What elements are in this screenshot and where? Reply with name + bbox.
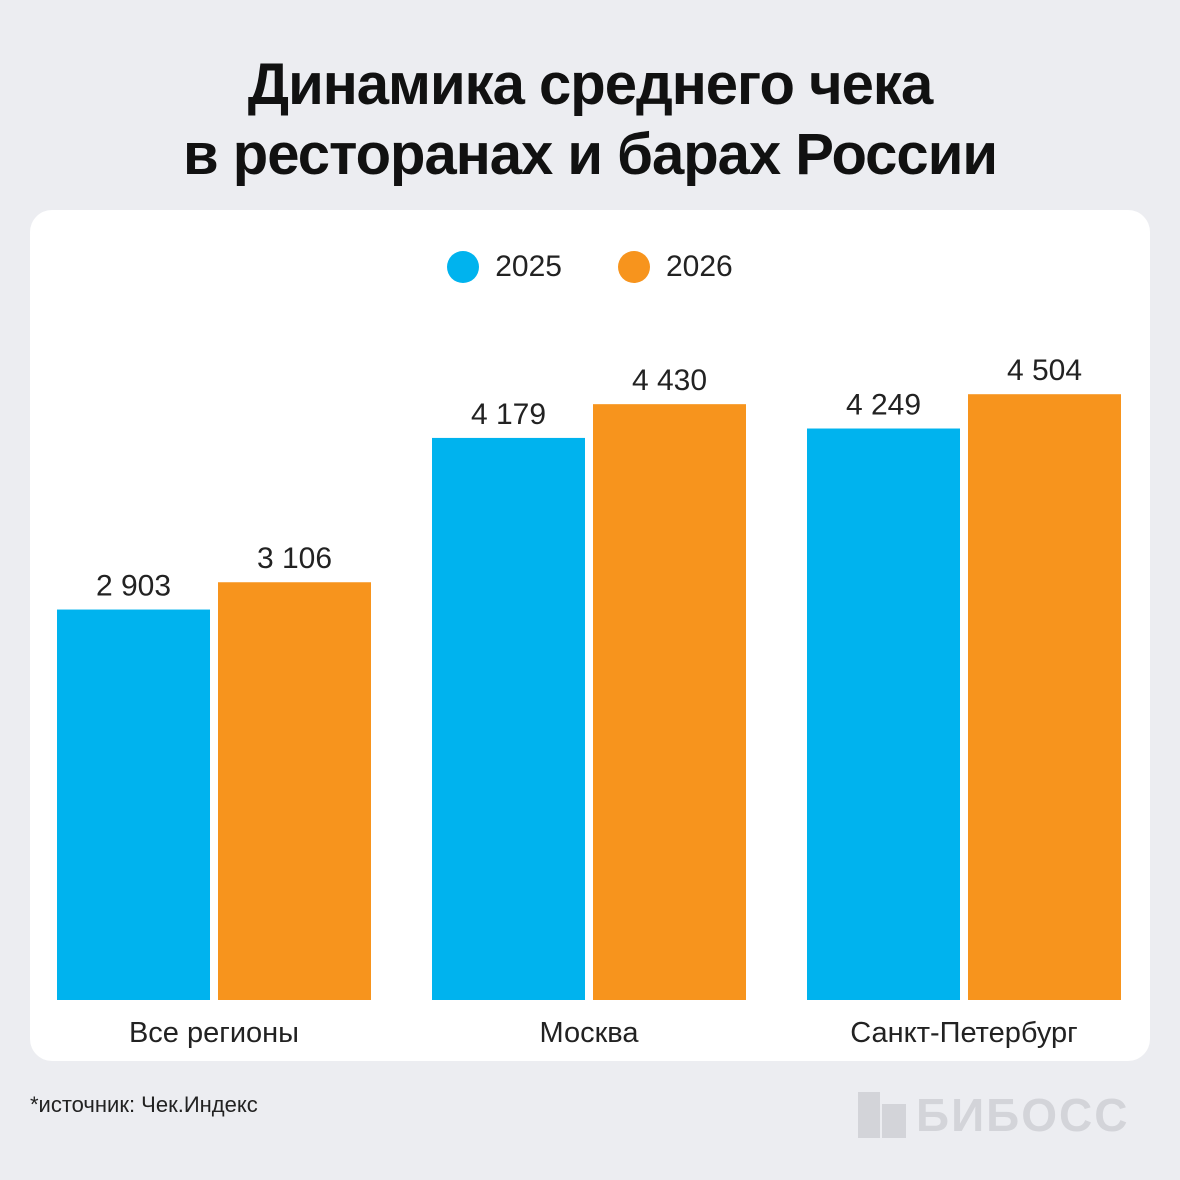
legend: 2025 2026 [30, 250, 1150, 284]
data-label-2025-0: 2 903 [96, 570, 171, 603]
chart-title-line1: Динамика среднего чека [247, 52, 933, 117]
data-label-2026-0: 3 106 [257, 542, 332, 575]
bar-2026-0 [218, 582, 371, 1000]
logo-mark-icon [858, 1092, 906, 1138]
data-label-2025-1: 4 179 [471, 398, 546, 431]
data-label-2026-1: 4 430 [632, 364, 707, 397]
category-label-1: Москва [539, 1017, 639, 1049]
legend-item-2025: 2025 [447, 250, 562, 284]
legend-item-2026: 2026 [618, 250, 733, 284]
logo-text: БИБОСС [916, 1089, 1130, 1141]
bar-2025-0 [57, 609, 210, 1000]
bar-chart: 2 903 3 106 Все регионы 4 179 4 430 Москва 4 2… [57, 354, 1121, 1049]
chart-title: Динамика среднего чека в ресторанах и ба… [0, 50, 1180, 190]
chart-title-line2: в ресторанах и барах России [183, 122, 998, 187]
legend-swatch-2026 [618, 251, 650, 283]
bar-2026-2 [968, 394, 1121, 1000]
chart-card: 2025 2026 2 903 3 106 Все регионы 4 179 4 43… [30, 210, 1150, 1061]
bar-2025-1 [432, 437, 585, 1000]
legend-label-2025: 2025 [495, 250, 562, 283]
data-label-2026-2: 4 504 [1007, 354, 1082, 387]
data-label-2025-2: 4 249 [846, 389, 921, 422]
category-label-0: Все регионы [129, 1017, 299, 1049]
bar-2025-2 [807, 428, 960, 1000]
brand-logo: БИБОСС [858, 1088, 1129, 1142]
legend-swatch-2025 [447, 251, 480, 283]
category-label-2: Санкт-Петербург [850, 1017, 1077, 1049]
bar-2026-1 [593, 404, 746, 1000]
legend-label-2026: 2026 [666, 250, 733, 283]
source-footnote: *источник: Чек.Индекс [30, 1092, 258, 1117]
